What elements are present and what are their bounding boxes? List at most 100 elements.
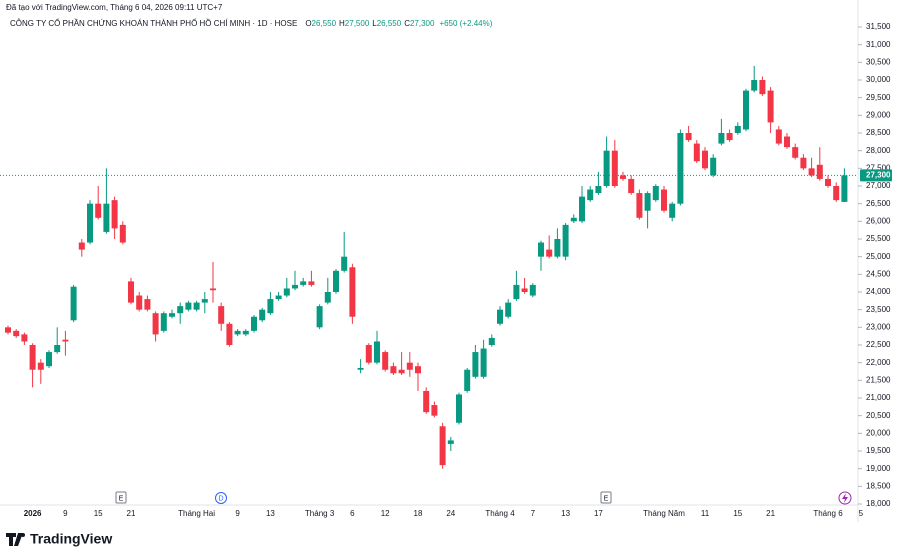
candle-body [46,352,52,367]
candle-body [734,125,741,133]
candle-body [431,405,438,416]
candle-body [382,352,389,370]
candle-body [628,178,635,194]
chart-title: CÔNG TY CỔ PHẦN CHỨNG KHOÁN THÀNH PHỐ HỒ… [10,18,297,28]
event-label: E [604,495,609,502]
candle-body [447,440,454,444]
candle-body [267,299,274,314]
candle-body [464,369,471,391]
candle-body [37,362,44,370]
candle-body [242,330,249,335]
y-tick-label: 24,000 [866,287,891,296]
candle-body [644,193,651,211]
candle-body [357,367,364,370]
y-tick-label: 26,000 [866,216,891,225]
candle-body [111,200,118,229]
candle-body [841,175,848,202]
candle-body [275,295,282,300]
legend-value: 26,550 [312,19,337,28]
candle-body [784,136,790,148]
candle-body [415,366,421,374]
x-tick-label: 11 [701,509,710,518]
candle-body [365,345,372,363]
candle-body [316,306,323,328]
event-marker [115,491,127,504]
candle-body [259,309,266,321]
candle-body [333,270,339,292]
x-tick-label: 13 [561,509,570,518]
x-tick-label: 6 [350,509,355,518]
y-tick-label: 25,000 [866,252,891,261]
candle-body [349,267,356,317]
y-tick-label: 22,500 [866,340,891,349]
candle-body [546,249,553,257]
x-tick-label: 13 [266,509,275,518]
candle-body [300,281,307,285]
candle-body [611,150,618,186]
candle-body [661,189,667,211]
x-tick-label: Tháng 6 [813,509,843,518]
candle-body [21,334,28,342]
candle-body [324,292,331,303]
x-tick-label: 12 [381,509,390,518]
candle-body [144,299,151,310]
candle-body [406,362,413,370]
x-tick-label: 24 [446,509,455,518]
candle-body [570,217,577,222]
candle-body [775,129,782,144]
y-tick-label: 31,000 [866,40,891,49]
candle-body [513,284,520,300]
y-tick-label: 21,000 [866,393,891,402]
y-tick-label: 30,500 [866,57,891,66]
candle-body [128,281,134,303]
y-tick-label: 18,500 [866,481,891,490]
x-tick-label: 18 [414,509,423,518]
y-tick-label: 21,500 [866,375,891,384]
x-tick-label: 2026 [24,509,42,518]
candle-body [210,288,216,291]
candle-body [341,256,348,271]
candle-body [95,203,102,218]
candle-body [595,186,602,194]
candle-body [193,302,200,310]
candle-body [480,348,487,377]
event-label: D [218,495,223,502]
y-tick-label: 28,000 [866,146,891,155]
x-tick-label: 15 [733,509,742,518]
y-tick-label: 23,000 [866,322,891,331]
legend-change: +650 (+2.44%) [439,19,492,28]
legend-key: L [372,19,377,28]
candle-body [636,193,643,218]
candle-body [283,288,290,296]
y-tick-label: 19,500 [866,446,891,455]
candle-body [390,366,397,374]
x-tick-label: 9 [63,509,68,518]
x-tick-label: 21 [766,509,775,518]
candle-body [587,189,594,201]
candle-body [226,323,233,345]
candle-body [521,288,528,292]
candle-body [13,330,20,337]
y-tick-label: 19,000 [866,464,891,473]
x-tick-label: 5 [859,509,864,518]
candle-body [710,157,717,176]
x-tick-label: 7 [531,509,536,518]
legend-key: C [404,19,410,28]
y-tick-label: 28,500 [866,128,891,137]
x-tick-label: Tháng 4 [485,509,515,518]
legend-value: 27,500 [345,19,370,28]
candle-body [497,309,503,324]
candle-body [169,313,175,317]
y-tick-label: 29,000 [866,110,891,119]
x-tick-label: 21 [127,509,136,518]
candle-body [308,281,315,285]
candle-body [29,345,36,370]
candle-body [5,327,11,333]
candle-body [529,284,536,296]
candle-body [554,239,561,257]
candle-body [726,133,733,141]
candle-body [751,80,758,91]
legend-key: O [305,19,311,28]
x-tick-label: Tháng Hai [178,509,215,518]
